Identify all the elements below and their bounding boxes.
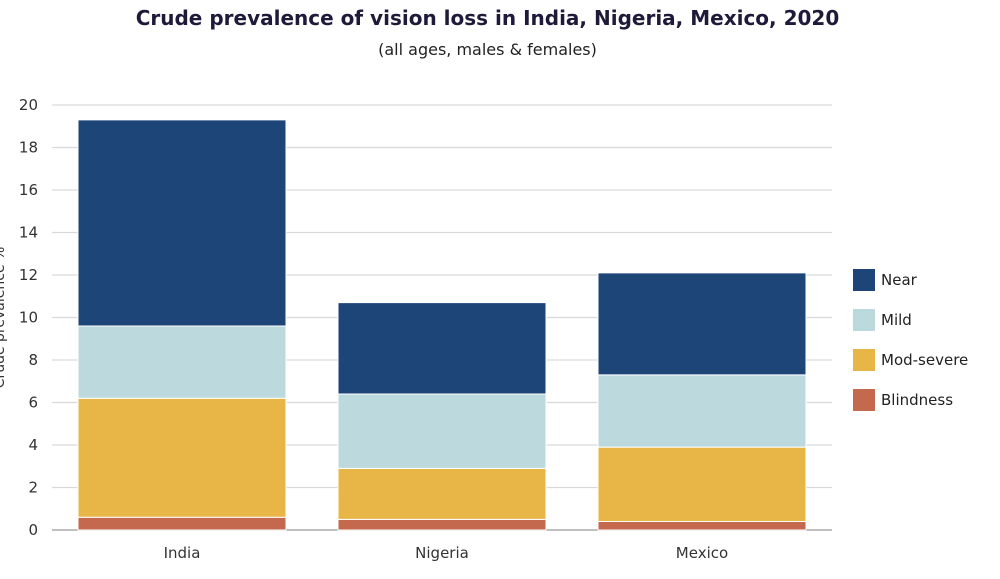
bar-segment-near-mexico	[597, 272, 807, 376]
legend-swatch	[853, 349, 875, 371]
y-tick-label: 12	[19, 266, 38, 284]
y-tick-label: 16	[19, 181, 38, 199]
legend-swatch	[853, 269, 875, 291]
y-tick-label: 2	[28, 479, 38, 497]
legend-item-mod-severe: Mod-severe	[853, 348, 968, 372]
chart-title: Crude prevalence of vision loss in India…	[135, 6, 840, 30]
x-tick-label: Mexico	[676, 544, 728, 562]
bar-segment-near-nigeria	[337, 302, 547, 395]
x-tick-label: India	[164, 544, 201, 562]
legend-item-blindness: Blindness	[853, 388, 968, 412]
legend-label: Mild	[881, 311, 912, 329]
y-axis-label: Crude prevalence %	[0, 247, 8, 389]
y-tick-label: 4	[28, 436, 38, 454]
bar-segment-blindness-mexico	[597, 521, 807, 531]
bar-segment-blindness-nigeria	[337, 518, 547, 531]
bar-segment-mod-severe-mexico	[597, 446, 807, 522]
legend-item-mild: Mild	[853, 308, 968, 332]
legend-swatch	[853, 309, 875, 331]
y-tick-label: 20	[19, 96, 38, 114]
legend: Near Mild Mod-severe Blindness	[853, 268, 968, 428]
y-tick-label: 0	[28, 521, 38, 539]
legend-label: Mod-severe	[881, 351, 969, 369]
y-tick-label: 8	[28, 351, 38, 369]
bar-segment-near-india	[77, 119, 287, 327]
legend-item-near: Near	[853, 268, 968, 292]
bar-segment-mild-nigeria	[337, 393, 547, 469]
y-tick-label: 18	[19, 139, 38, 157]
bar-segment-mild-mexico	[597, 374, 807, 448]
bar-segment-mod-severe-nigeria	[337, 467, 547, 520]
bar-segment-blindness-india	[77, 516, 287, 531]
bar-segment-mod-severe-india	[77, 397, 287, 518]
y-tick-label: 6	[28, 394, 38, 412]
legend-label: Blindness	[881, 391, 954, 409]
y-tick-label: 10	[19, 309, 38, 327]
chart-subtitle: (all ages, males & females)	[378, 40, 597, 59]
y-tick-label: 14	[19, 224, 38, 242]
legend-swatch	[853, 389, 875, 411]
bar-segment-mild-india	[77, 325, 287, 399]
legend-label: Near	[881, 271, 917, 289]
x-tick-label: Nigeria	[415, 544, 469, 562]
